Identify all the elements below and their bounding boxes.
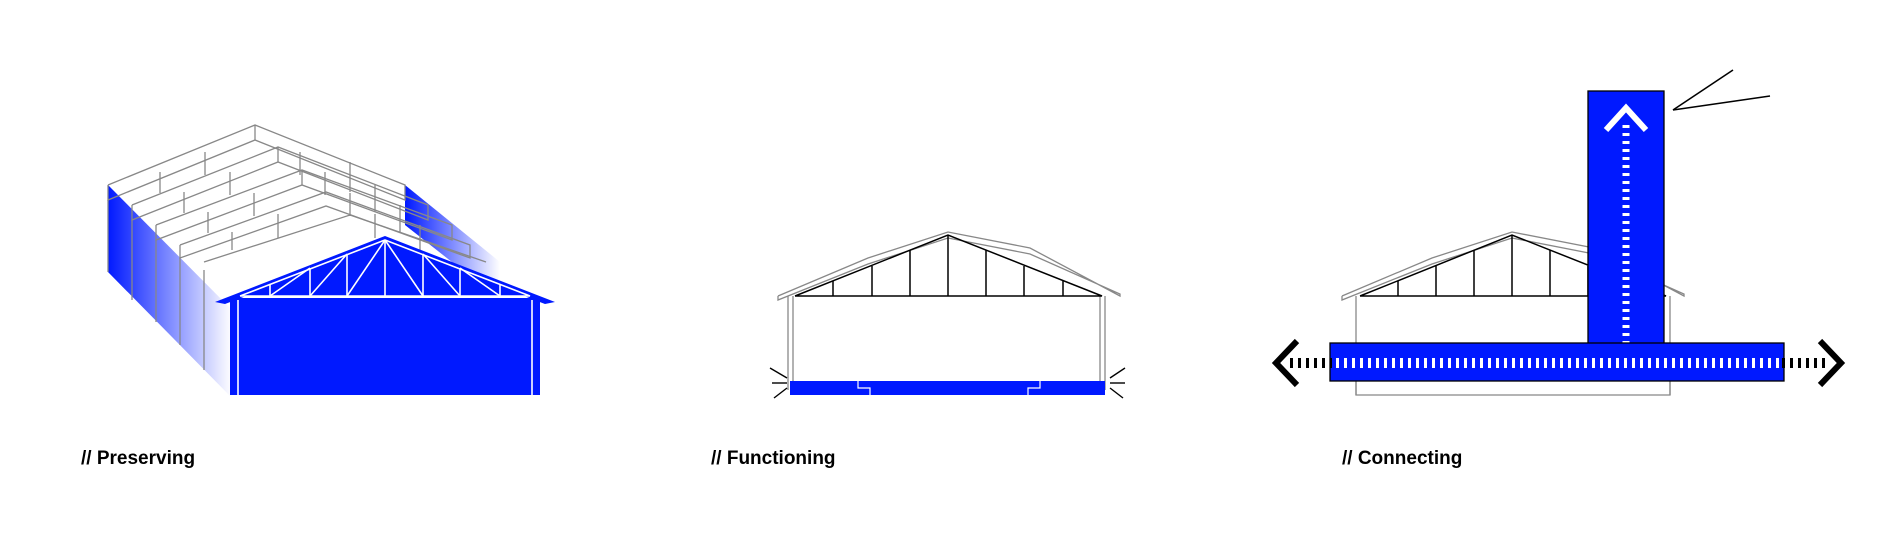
caption-preserving: // Preserving (81, 448, 196, 469)
connecting-signal-lines (1672, 69, 1771, 111)
preserving-front-frame (215, 236, 555, 395)
functioning-right-vibration-lines (1109, 367, 1126, 399)
preserving-receding-frames (107, 124, 487, 370)
caption-functioning: // Functioning (711, 448, 836, 469)
connecting-horizontal-band (1329, 342, 1785, 382)
preserving-illustration (107, 124, 555, 398)
connecting-up-arrow-icon (1603, 103, 1649, 133)
connecting-vertical-tower (1587, 90, 1665, 346)
functioning-floor-slab (790, 381, 1105, 395)
preserving-right-wall (405, 185, 500, 300)
preserving-left-wall (108, 185, 232, 398)
connecting-illustration (1271, 69, 1846, 396)
connecting-left-arrow-icon (1271, 338, 1300, 388)
functioning-illustration (769, 231, 1126, 399)
connecting-right-arrow-icon (1817, 338, 1846, 388)
caption-connecting: // Connecting (1342, 448, 1463, 469)
functioning-truss (794, 234, 1103, 297)
functioning-left-vibration-lines (769, 367, 788, 399)
functioning-outer-frame (777, 231, 1121, 390)
